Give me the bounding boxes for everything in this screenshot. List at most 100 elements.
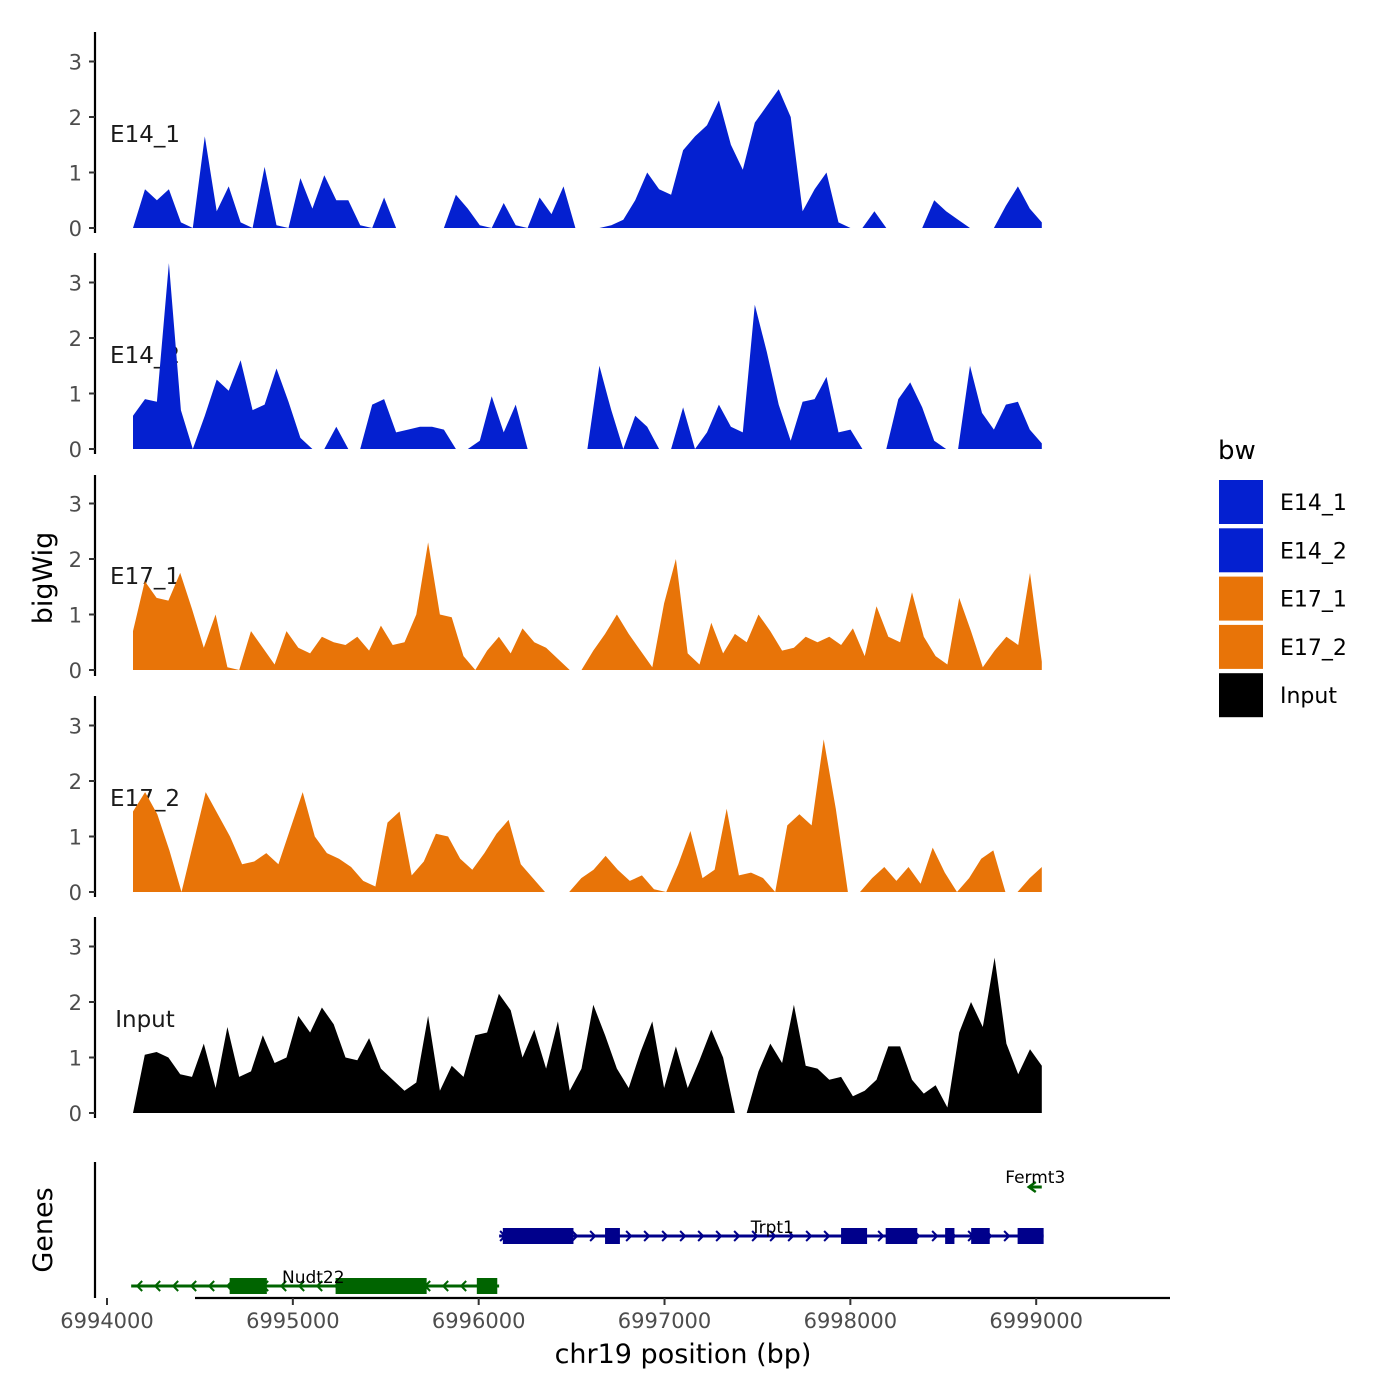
y-tick-label: 1	[69, 383, 82, 407]
strand-arrow	[135, 1280, 143, 1292]
gene-track: Fermt3 Trpt1 Nudt22	[93, 1162, 1065, 1298]
signal-area	[133, 542, 1042, 670]
legend-item: E17_1	[1219, 576, 1347, 621]
gene-track-title: Genes	[28, 1187, 59, 1272]
gene-label: Trpt1	[750, 1218, 794, 1238]
exon	[476, 1278, 498, 1294]
x-axis: 6994000 6995000 6996000 6997000 6998000 69990…	[60, 1296, 1170, 1333]
y-tick-label: 3	[69, 493, 82, 517]
strand-arrow	[643, 1230, 651, 1242]
strand-arrow	[571, 1230, 579, 1242]
legend-label: E17_1	[1280, 588, 1347, 613]
track-label: E14_1	[110, 122, 180, 148]
y-tick-label: 0	[69, 217, 82, 241]
gene-fermt3: Fermt3	[1005, 1168, 1065, 1194]
x-tick-label: 6995000	[246, 1309, 340, 1333]
exon	[971, 1228, 990, 1244]
strand-arrow	[823, 1230, 831, 1242]
x-tick-label: 6994000	[60, 1309, 154, 1333]
strand-arrow	[459, 1280, 467, 1292]
legend-label: Input	[1280, 684, 1337, 709]
strand-arrow	[315, 1280, 323, 1292]
strand-arrow	[805, 1230, 813, 1242]
strand-arrow	[189, 1280, 197, 1292]
legend-label: E14_1	[1280, 491, 1347, 516]
strand-arrow	[171, 1280, 179, 1292]
y-tick-label: 3	[69, 51, 82, 75]
strand-arrow	[715, 1230, 723, 1242]
signal-area	[133, 263, 1042, 449]
legend-item: E17_2	[1219, 624, 1347, 669]
exon	[502, 1228, 574, 1244]
strand-arrow	[697, 1230, 705, 1242]
gene-trpt1: Trpt1	[499, 1218, 1044, 1244]
track-label: Input	[115, 1007, 175, 1033]
x-tick-label: 6999000	[989, 1309, 1083, 1333]
y-tick-label: 0	[69, 1102, 82, 1126]
y-tick-label: 1	[69, 162, 82, 186]
exon	[1017, 1228, 1044, 1244]
strand-arrow	[769, 1230, 777, 1242]
legend-title: bw	[1218, 436, 1256, 466]
strand-arrow	[1003, 1230, 1011, 1242]
y-tick-label: 3	[69, 936, 82, 960]
x-axis-title: chr19 position (bp)	[555, 1339, 812, 1370]
legend-swatch	[1219, 576, 1263, 621]
signal-area	[133, 739, 1042, 892]
strand-arrow	[787, 1230, 795, 1242]
legend-item: Input	[1219, 673, 1337, 718]
exon	[945, 1228, 955, 1244]
strand-arrow	[931, 1230, 939, 1242]
legend-swatch	[1219, 480, 1263, 524]
track-e14-1: 0 1 2 3 E14_1	[69, 32, 1042, 241]
signal-area	[133, 89, 1042, 228]
y-tick-label: 3	[69, 272, 82, 296]
y-tick-label: 0	[69, 659, 82, 683]
y-tick-label: 2	[69, 327, 82, 351]
legend-label: E17_2	[1280, 636, 1347, 661]
x-tick-label: 6998000	[804, 1309, 898, 1333]
y-axis-title: bigWig	[28, 532, 59, 625]
y-tick-label: 1	[69, 1047, 82, 1071]
strand-arrow	[153, 1280, 161, 1292]
y-tick-label: 1	[69, 826, 82, 850]
gene-label: Fermt3	[1005, 1168, 1065, 1188]
legend-label: E14_2	[1280, 539, 1347, 564]
y-tick-label: 2	[69, 548, 82, 572]
legend-swatch	[1219, 528, 1263, 573]
signal-area	[133, 957, 1042, 1113]
legend-item: E14_2	[1219, 528, 1347, 573]
strand-arrow	[751, 1230, 759, 1242]
y-tick-label: 2	[69, 770, 82, 794]
exon	[885, 1228, 918, 1244]
y-tick-label: 3	[69, 715, 82, 739]
gene-label: Nudt22	[282, 1268, 345, 1288]
exon	[335, 1278, 427, 1294]
gene-nudt22: Nudt22	[131, 1268, 500, 1294]
y-tick-label: 1	[69, 604, 82, 628]
signal-tracks: 0123E14_10123E14_20123E17_10123E17_20123…	[69, 32, 1042, 1126]
strand-arrow	[279, 1280, 287, 1292]
track-input: 0 1 2 3 Input	[69, 917, 1042, 1126]
y-tick-label: 2	[69, 991, 82, 1015]
legend-swatch	[1219, 673, 1263, 718]
strand-arrow	[625, 1230, 633, 1242]
strand-arrow	[297, 1280, 305, 1292]
x-tick-label: 6997000	[618, 1309, 712, 1333]
y-tick-label: 0	[69, 881, 82, 905]
legend: E14_1 E14_2 E17_1 E17_2 Input	[1219, 480, 1347, 718]
strand-arrow	[877, 1230, 885, 1242]
strand-arrow	[661, 1230, 669, 1242]
legend-swatch	[1219, 624, 1263, 669]
exon	[229, 1278, 267, 1294]
y-tick-label: 2	[69, 106, 82, 130]
legend-item: E14_1	[1219, 480, 1347, 524]
x-tick-label: 6996000	[432, 1309, 526, 1333]
y-tick-label: 0	[69, 438, 82, 462]
strand-arrow	[679, 1230, 687, 1242]
strand-arrow	[589, 1230, 597, 1242]
